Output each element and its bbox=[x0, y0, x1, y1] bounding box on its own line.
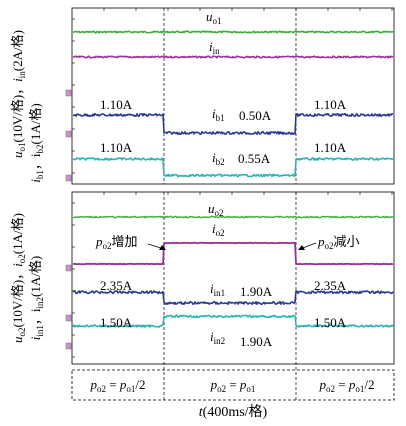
in2-left-value: 1.50A bbox=[100, 315, 133, 330]
trace-uo2 bbox=[72, 215, 394, 219]
label-uo2: uo2 bbox=[208, 201, 224, 218]
bottom-ylabel-left: uo2(10V/格)，io2(1A/格) bbox=[10, 213, 27, 343]
in1-right-value: 2.35A bbox=[314, 278, 347, 293]
ib1-right-value: 1.10A bbox=[314, 97, 347, 112]
marker-bot-3 bbox=[65, 342, 72, 350]
increase-arrow-head bbox=[159, 245, 166, 250]
marker-top-2 bbox=[65, 130, 72, 138]
label-in1: iin1 bbox=[210, 281, 225, 298]
channel-markers bbox=[65, 89, 72, 350]
label-uo1: uo1 bbox=[206, 9, 222, 26]
trace-iin bbox=[72, 55, 394, 59]
ib2-right-value: 1.10A bbox=[314, 140, 347, 155]
trace-io2 bbox=[72, 241, 394, 266]
bottom-series-labels: uo2 io2 iin1 iin2 bbox=[208, 201, 225, 346]
bottom-ylabel-left-text: uo2(10V/格)，io2(1A/格) bbox=[10, 213, 27, 343]
in2-right-value: 1.50A bbox=[314, 315, 347, 330]
decrease-arrow-head bbox=[298, 245, 305, 250]
panel-frame-1 bbox=[71, 7, 395, 185]
marker-bot-1 bbox=[65, 264, 72, 272]
top-ylabel-right: ib1，ib2(1A/格) bbox=[28, 103, 45, 182]
marker-top-3 bbox=[65, 174, 72, 182]
trace-in1 bbox=[72, 290, 394, 306]
bottom-ylabel-right: iin1，iin2(1A/格) bbox=[28, 256, 45, 340]
top-series-labels: uo1 iin ib1 ib2 bbox=[206, 9, 225, 167]
trace-ib1 bbox=[72, 112, 394, 136]
ib2-left-value: 1.10A bbox=[100, 140, 133, 155]
top-value-labels: 1.10A 0.50A 1.10A 1.10A 0.55A 1.10A bbox=[100, 97, 347, 166]
in1-mid-value: 1.90A bbox=[240, 284, 273, 299]
traces bbox=[72, 30, 394, 328]
trace-ib2 bbox=[72, 157, 394, 178]
ib1-mid-value: 0.50A bbox=[239, 108, 272, 123]
ib1-left-value: 1.10A bbox=[100, 97, 133, 112]
trace-in2 bbox=[72, 314, 394, 328]
top-ylabel-left-text: uo1(10V/格)，iin(2A/格) bbox=[10, 30, 27, 158]
label-ib2: ib2 bbox=[212, 150, 225, 167]
panel-frame-2 bbox=[71, 191, 395, 365]
bottom-annotations: po2增加 po2减小 2.35A 1.90A 2.35A 1.50A 1.90… bbox=[95, 234, 360, 349]
ib2-mid-value: 0.55A bbox=[238, 151, 271, 166]
in2-mid-value: 1.90A bbox=[240, 334, 273, 349]
panel-frames bbox=[71, 7, 395, 365]
po2-increase-label: po2增加 bbox=[95, 234, 138, 251]
trace-uo1 bbox=[72, 30, 394, 34]
label-iin: iin bbox=[209, 39, 220, 56]
label-io2: io2 bbox=[212, 221, 225, 238]
top-ylabel-left: uo1(10V/格)，iin(2A/格) bbox=[10, 30, 27, 158]
region-box-frame bbox=[71, 369, 395, 401]
x-axis-label: t(400ms/格) bbox=[199, 404, 268, 420]
bottom-ylabel-right-text: iin1，iin2(1A/格) bbox=[28, 256, 45, 340]
in1-left-value: 2.35A bbox=[100, 278, 133, 293]
grid bbox=[72, 8, 393, 400]
label-in2: iin2 bbox=[210, 329, 225, 346]
region-label-1: po2 = po1/2 bbox=[90, 377, 146, 394]
label-ib1: ib1 bbox=[212, 106, 225, 123]
region-label-3: po2 = po1/2 bbox=[319, 377, 375, 394]
po2-decrease-label: po2减小 bbox=[317, 234, 360, 251]
region-label-2: po2 = po1 bbox=[210, 377, 256, 394]
marker-top-1 bbox=[65, 89, 72, 97]
region-boxes bbox=[71, 369, 395, 401]
marker-bot-2 bbox=[65, 314, 72, 322]
region-labels: po2 = po1/2 po2 = po1 po2 = po1/2 bbox=[90, 377, 375, 394]
top-ylabel-right-text: ib1，ib2(1A/格) bbox=[28, 103, 45, 182]
